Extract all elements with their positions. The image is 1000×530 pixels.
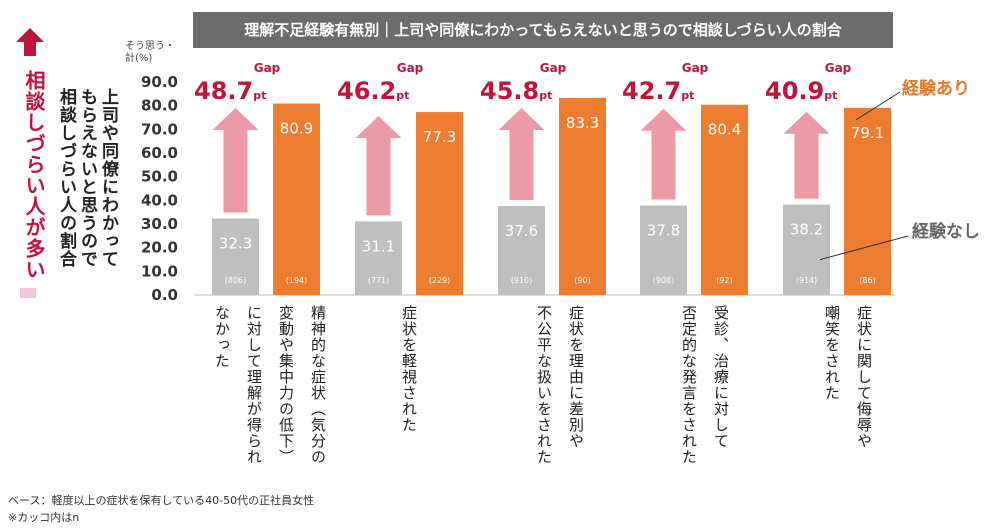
gap-value: 42.7pt: [622, 77, 694, 105]
y-axis-label: 上司や同僚にわかって もらえないと思うので 相談しづらい人の割合: [55, 88, 118, 278]
bar-n-label: (914): [796, 276, 818, 285]
bar-experienced: [416, 112, 463, 295]
legend-leader-line: [819, 235, 909, 261]
bar-n-label: (194): [286, 276, 308, 285]
gap-label: Gap: [397, 61, 424, 75]
y-tick-label: 40.0: [141, 191, 178, 209]
gap-unit: pt: [396, 89, 409, 102]
gap-unit: pt: [681, 89, 694, 102]
bar-not-experienced: [212, 218, 259, 295]
category-label: 症状に関して侮辱や 嘲笑をされた: [823, 305, 873, 449]
side-emphasis-label: 相談しづらい人が多い: [22, 70, 46, 280]
gap-label: Gap: [540, 61, 567, 75]
bar-not-experienced: [498, 206, 545, 295]
y-tick-label: 80.0: [141, 97, 178, 115]
bar-n-label: (910): [511, 276, 533, 285]
gap-unit: pt: [539, 89, 552, 102]
count-note: ※カッコ内はn: [8, 511, 80, 524]
category-label: 症状を軽視された: [400, 305, 418, 433]
bar-value-label: 79.1: [851, 124, 884, 142]
y-axis-unit-line: そう思う・: [125, 41, 175, 52]
legend-experienced: 経験あり: [902, 79, 970, 99]
y-tick-label: 60.0: [141, 144, 178, 162]
bar-n-label: (806): [225, 276, 247, 285]
bar-experienced: [273, 103, 320, 295]
up-arrow-icon: [16, 28, 44, 56]
y-tick-label: 0.0: [151, 286, 178, 304]
y-tick-label: 50.0: [141, 168, 178, 186]
gap-label: Gap: [254, 61, 281, 75]
y-axis-label-line: 上司や同僚にわかって: [98, 88, 118, 268]
base-note: ベース：軽度以上の症状を保有している40-50代の正社員女性: [8, 494, 315, 507]
bar-n-label: (229): [429, 276, 451, 285]
y-tick-label: 70.0: [141, 120, 178, 138]
bar-value-label: 80.4: [708, 121, 741, 139]
gap-unit: pt: [824, 89, 837, 102]
bar-n-label: (908): [653, 276, 675, 285]
bar-value-label: 83.3: [566, 114, 599, 132]
bar-value-label: 38.2: [790, 221, 823, 239]
bar-value-label: 37.8: [647, 222, 680, 240]
bar-experienced: [701, 104, 748, 295]
bar-value-label: 31.1: [362, 237, 395, 255]
bar-n-label: (86): [859, 276, 875, 285]
category-label: 受診、治療に対して 否定的な発言をされた: [680, 305, 730, 465]
bar-experienced: [559, 97, 606, 296]
y-tick-label: 90.0: [141, 73, 178, 91]
legend-not-experienced: 経験なし: [912, 222, 980, 242]
bar-not-experienced: [640, 205, 687, 295]
bar-value-label: 77.3: [423, 128, 456, 146]
gap-label: Gap: [825, 61, 852, 75]
bar-n-label: (771): [368, 276, 390, 285]
bar-not-experienced: [355, 221, 402, 295]
y-axis-unit: そう思う・ 計(%): [125, 41, 183, 65]
gap-label: Gap: [682, 61, 709, 75]
side-pink-marker: [20, 288, 36, 298]
gap-value: 45.8pt: [480, 77, 552, 105]
bar-value-label: 80.9: [280, 120, 313, 138]
y-tick-label: 30.0: [141, 215, 178, 233]
bar-n-label: (92): [716, 276, 732, 285]
gap-unit: pt: [253, 89, 266, 102]
y-axis-label-line: 相談しづらい人の割合: [56, 88, 76, 268]
bar-value-label: 37.6: [505, 222, 538, 240]
gap-arrow: [640, 108, 687, 200]
gap-arrow: [783, 111, 830, 199]
y-tick-label: 10.0: [141, 262, 178, 280]
legend-leader-line: [855, 91, 901, 121]
y-axis-label-line: もらえないと思うので: [77, 88, 97, 268]
gap-value: 40.9pt: [765, 77, 837, 105]
gap-arrow: [212, 108, 259, 213]
bar-experienced: [844, 107, 891, 296]
y-axis-unit-line: 計(%): [125, 53, 153, 64]
bar-n-label: (90): [574, 276, 590, 285]
gap-value: 46.2pt: [337, 77, 409, 105]
gap-value: 48.7pt: [194, 77, 266, 105]
gap-arrow: [498, 108, 545, 201]
gap-arrow: [355, 116, 402, 216]
category-label: 精神的な症状（気分の 変動や集中力の低下） に対して理解が得られ なかった: [213, 305, 327, 465]
bar-not-experienced: [783, 204, 830, 295]
category-label: 症状を理由に差別や 不公平な扱いをされた: [535, 305, 585, 465]
chart-title: 理解不足経験有無別｜上司や同僚にわかってもらえないと思うので相談しづらい人の割合: [193, 12, 893, 48]
bar-value-label: 32.3: [219, 235, 252, 253]
y-tick-label: 20.0: [141, 239, 178, 257]
